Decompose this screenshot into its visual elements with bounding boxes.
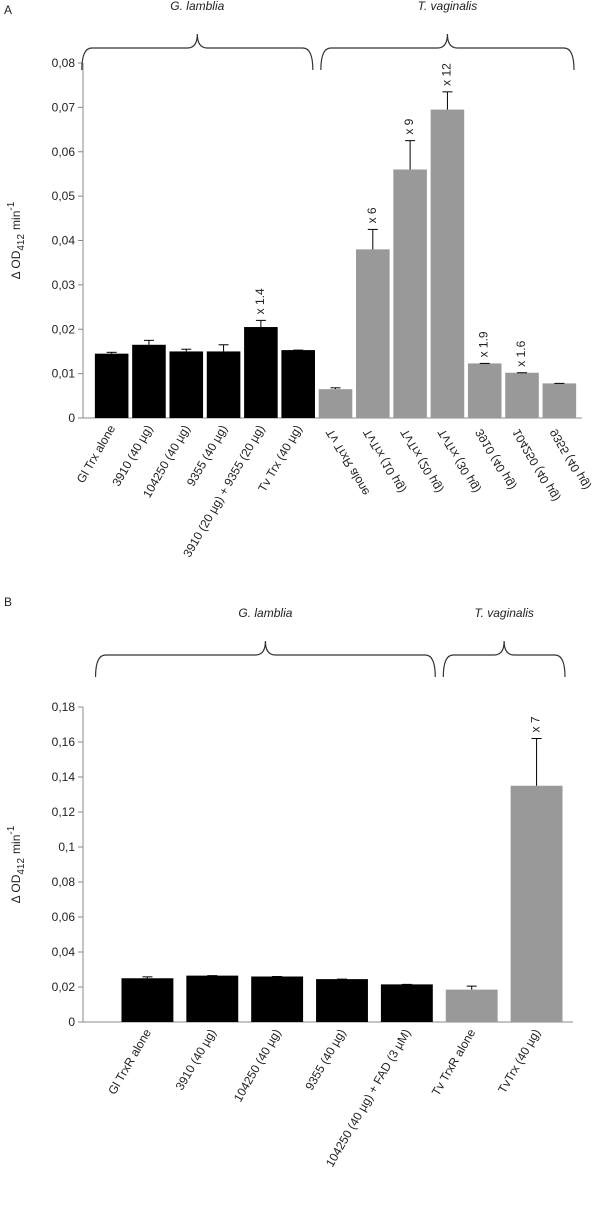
bar: [356, 249, 390, 418]
bar: [186, 975, 239, 1022]
y-tick-label: 0,02: [52, 322, 76, 336]
y-tick-label: 0,04: [52, 234, 76, 248]
y-tick-label: 0,08: [52, 56, 76, 70]
y-axis-label: Δ OD412 min-1: [6, 201, 27, 279]
y-tick-label: 0,14: [52, 770, 76, 784]
fold-annotation: x 9: [402, 118, 416, 134]
group-brace: [442, 640, 566, 678]
x-tick-label: Gl TrxR alone: [105, 1026, 154, 1097]
bar: [316, 979, 368, 1022]
y-label-main: Δ OD: [9, 250, 23, 279]
fold-annotation: x 1.4: [253, 288, 267, 314]
y-tick-label: 0,06: [52, 910, 76, 924]
bar: [281, 350, 315, 418]
bar: [318, 389, 353, 418]
y-tick-label: 0,03: [52, 278, 76, 292]
y-tick-label: 0,02: [52, 980, 76, 994]
group-brace: [94, 640, 436, 678]
group-brace: [320, 33, 575, 71]
group-label: T. vaginalis: [418, 0, 478, 13]
x-tick-label: 3910 (40 µg): [173, 1027, 219, 1093]
panel-letter: B: [4, 595, 12, 609]
y-label-sup: -1: [6, 825, 17, 834]
bar: [251, 976, 304, 1022]
y-tick-label: 0,07: [52, 100, 76, 114]
y-tick-label: 0,18: [52, 700, 76, 714]
group-label: T. vaginalis: [474, 606, 534, 620]
bar: [244, 327, 278, 418]
y-tick-label: 0,04: [52, 945, 76, 959]
y-label-unit: min: [9, 835, 23, 854]
bar: [542, 383, 577, 418]
y-tick-label: 0,12: [52, 805, 76, 819]
y-tick-label: 0,08: [52, 875, 76, 889]
fold-annotation: x 6: [365, 207, 379, 223]
bar: [445, 989, 498, 1022]
y-tick-label: 0: [68, 1015, 75, 1029]
bar: [169, 351, 204, 418]
y-tick-label: 0,06: [52, 145, 76, 159]
bar: [393, 169, 427, 418]
fold-annotation: x 12: [439, 63, 453, 86]
y-tick-label: 0,1: [58, 840, 75, 854]
y-tick-label: 0,05: [52, 189, 76, 203]
fold-annotation: x 7: [529, 716, 543, 732]
x-tick-label: 9355 (40 µg): [302, 1027, 348, 1093]
y-label-main: Δ OD: [9, 874, 23, 903]
y-tick-label: 0: [68, 411, 75, 425]
y-label-sub: 412: [16, 858, 27, 875]
group-brace: [81, 33, 314, 71]
bar: [380, 984, 433, 1022]
bar: [94, 353, 129, 418]
x-tick-label: 3910 (20 µg) + 9355 (20 µg): [180, 423, 267, 560]
fold-annotation: x 1.6: [514, 340, 528, 366]
y-label-sup: -1: [6, 201, 17, 210]
bar: [467, 363, 502, 418]
y-label-unit: min: [9, 211, 23, 230]
bar: [430, 109, 465, 418]
bar: [510, 785, 563, 1022]
bar: [206, 351, 241, 418]
bar: [132, 344, 166, 418]
fold-annotation: x 1.9: [477, 331, 491, 357]
y-tick-label: 0,16: [52, 735, 76, 749]
group-label: G. lamblia: [170, 0, 224, 13]
group-label: G. lamblia: [238, 606, 292, 620]
x-tick-label: TvTrx (40 µg): [495, 1027, 543, 1096]
y-tick-label: 0,01: [52, 367, 76, 381]
panel-letter: A: [4, 3, 12, 17]
x-tick-label: 104250 (40 µg): [231, 1026, 284, 1104]
x-tick-label: Tv TrxR alone: [429, 1026, 479, 1098]
y-label-sub: 412: [16, 234, 27, 251]
bar: [505, 372, 539, 418]
bar: [121, 978, 174, 1022]
y-axis-label: Δ OD412 min-1: [6, 825, 27, 903]
